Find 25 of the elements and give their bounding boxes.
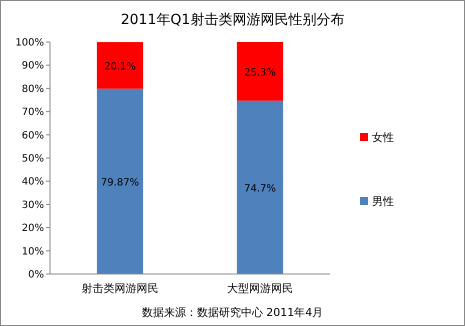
y-tick-label: 30% [22, 200, 44, 211]
y-tick-label: 70% [22, 107, 44, 118]
legend-label: 男性 [372, 195, 394, 208]
data-label: 20.1% [104, 61, 136, 72]
y-tick-label: 20% [22, 223, 44, 234]
source-note: 数据来源：数据研究中心 2011年4月 [142, 306, 324, 319]
legend-label: 女性 [372, 131, 394, 144]
bar [96, 88, 144, 274]
data-label: 25.3% [244, 67, 276, 78]
y-tick-label: 60% [22, 130, 44, 142]
bar [236, 100, 284, 274]
x-tick-label: 射击类网游网民 [82, 282, 158, 295]
x-tick-label: 大型网游网民 [227, 282, 293, 295]
y-tick-label: 10% [22, 246, 44, 258]
bar [96, 42, 144, 89]
y-tick-label: 40% [22, 176, 44, 188]
y-tick-label: 50% [22, 154, 44, 164]
chart-title: 2011年Q1射击类网游网民性别分布 [120, 12, 344, 28]
bar [236, 42, 284, 101]
y-tick-label: 80% [22, 84, 44, 95]
y-tick-label: 100% [15, 38, 44, 48]
data-label: 74.7% [244, 183, 276, 194]
y-tick-label: 90% [22, 60, 44, 72]
data-label: 79.87% [100, 177, 140, 188]
y-tick-label: 0% [28, 270, 44, 280]
